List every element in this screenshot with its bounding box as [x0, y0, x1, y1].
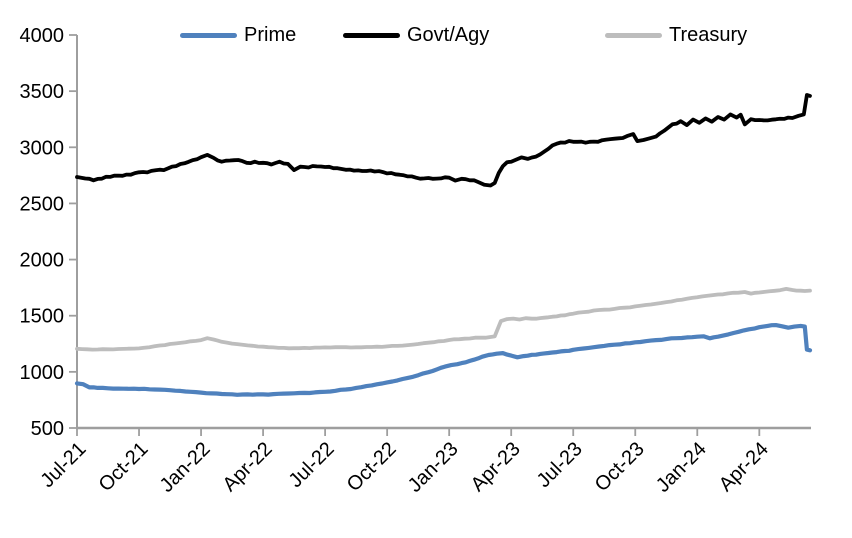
y-axis-tick-label: 3500 [20, 81, 65, 103]
x-axis-tick-label: Oct-23 [591, 438, 649, 496]
x-axis-tick-label: Jul-21 [36, 438, 90, 492]
x-axis-tick-label: Jan-23 [404, 438, 463, 497]
legend-item-treasury: Treasury [605, 24, 747, 46]
x-axis-tick-label: Apr-22 [219, 438, 277, 496]
x-axis-tick-label: Jan-24 [652, 438, 711, 497]
y-axis-tick-label: 2000 [20, 250, 65, 272]
legend-item-govt-agy: Govt/Agy [343, 24, 489, 46]
series-line-govt-agy [75, 93, 812, 188]
x-axis-tick-label: Jul-23 [533, 438, 587, 492]
y-axis-tick-label: 500 [31, 418, 64, 440]
y-axis-tick-label: 2500 [20, 193, 65, 215]
treasury-legend-label: Treasury [669, 24, 748, 46]
y-axis-tick-label: 4000 [20, 25, 65, 47]
y-axis-tick-label: 1500 [20, 306, 65, 328]
x-axis-tick-label: Oct-22 [343, 438, 401, 496]
x-axis-tick-label: Jan-22 [156, 438, 215, 497]
x-axis-tick-label: Oct-21 [95, 438, 153, 496]
x-axis-tick-label: Apr-23 [467, 438, 525, 496]
series-line-prime [74, 323, 813, 397]
prime-legend-swatch [180, 32, 237, 38]
prime-legend-label: Prime [244, 24, 297, 46]
legend-item-prime: Prime [180, 24, 296, 46]
treasury-legend-swatch [605, 32, 662, 38]
x-axis-tick-label: Apr-24 [715, 438, 773, 496]
series-line-treasury [75, 287, 812, 352]
y-axis-tick-label: 3000 [20, 137, 65, 159]
y-axis-tick-label: 1000 [20, 362, 65, 384]
govt-agy-legend-label: Govt/Agy [407, 24, 490, 46]
govt-agy-legend-swatch [343, 32, 400, 38]
x-axis-tick-label: Jul-22 [285, 438, 339, 492]
